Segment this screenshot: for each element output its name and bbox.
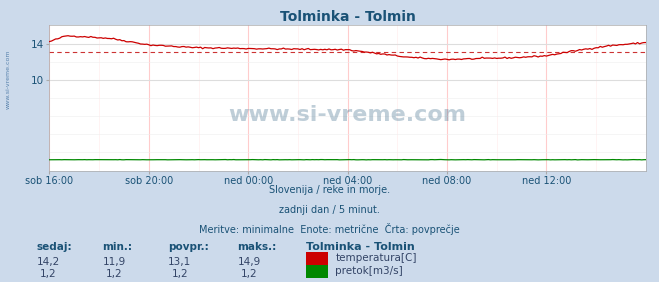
- Text: 11,9: 11,9: [102, 257, 126, 266]
- Text: 1,2: 1,2: [241, 269, 258, 279]
- Text: 1,2: 1,2: [171, 269, 188, 279]
- Text: www.si-vreme.com: www.si-vreme.com: [229, 105, 467, 125]
- Text: Meritve: minimalne  Enote: metrične  Črta: povprečje: Meritve: minimalne Enote: metrične Črta:…: [199, 223, 460, 235]
- Text: maks.:: maks.:: [237, 242, 277, 252]
- Text: 14,2: 14,2: [36, 257, 60, 266]
- Text: 13,1: 13,1: [168, 257, 192, 266]
- Text: 1,2: 1,2: [40, 269, 57, 279]
- Text: Slovenija / reke in morje.: Slovenija / reke in morje.: [269, 185, 390, 195]
- Text: temperatura[C]: temperatura[C]: [335, 253, 417, 263]
- Title: Tolminka - Tolmin: Tolminka - Tolmin: [279, 10, 416, 24]
- Text: sedaj:: sedaj:: [36, 242, 72, 252]
- Text: 1,2: 1,2: [105, 269, 123, 279]
- Text: povpr.:: povpr.:: [168, 242, 209, 252]
- Text: min.:: min.:: [102, 242, 132, 252]
- Text: 14,9: 14,9: [237, 257, 261, 266]
- Text: Tolminka - Tolmin: Tolminka - Tolmin: [306, 242, 415, 252]
- Text: pretok[m3/s]: pretok[m3/s]: [335, 266, 403, 276]
- Text: www.si-vreme.com: www.si-vreme.com: [5, 49, 11, 109]
- Text: zadnji dan / 5 minut.: zadnji dan / 5 minut.: [279, 205, 380, 215]
